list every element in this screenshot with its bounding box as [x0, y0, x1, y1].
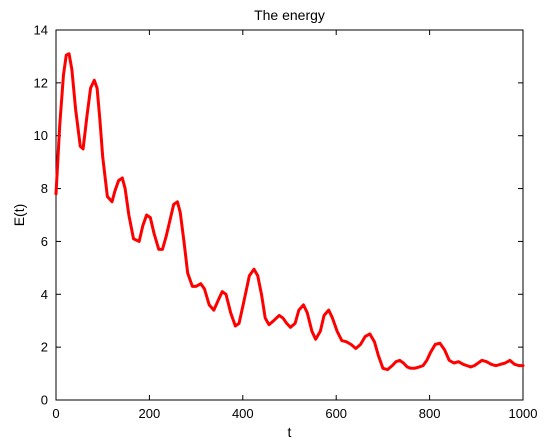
y-axis-title: E(t) — [11, 204, 27, 227]
series-line — [54, 52, 525, 372]
y-tick-label: 12 — [34, 75, 48, 90]
chart-title: The energy — [254, 7, 325, 23]
x-axis-title: t — [288, 424, 292, 440]
x-tick-label: 800 — [419, 406, 441, 421]
y-tick-label: 2 — [41, 340, 48, 355]
y-tick-label: 10 — [34, 128, 48, 143]
axes-box — [55, 29, 524, 401]
x-tick-label: 400 — [232, 406, 254, 421]
x-tick-label: 1000 — [509, 406, 538, 421]
y-tick-label: 14 — [34, 23, 48, 38]
plot-area: 0 200 400 600 800 1000 0 2 4 6 8 10 12 14 — [34, 23, 538, 422]
y-tick-label: 6 — [41, 234, 48, 249]
x-tick-label: 0 — [52, 406, 59, 421]
x-tick-label: 600 — [325, 406, 347, 421]
y-tick-label: 0 — [41, 393, 48, 408]
x-tick-label: 200 — [139, 406, 161, 421]
y-tick-label: 8 — [41, 181, 48, 196]
y-tick-label: 4 — [41, 287, 48, 302]
